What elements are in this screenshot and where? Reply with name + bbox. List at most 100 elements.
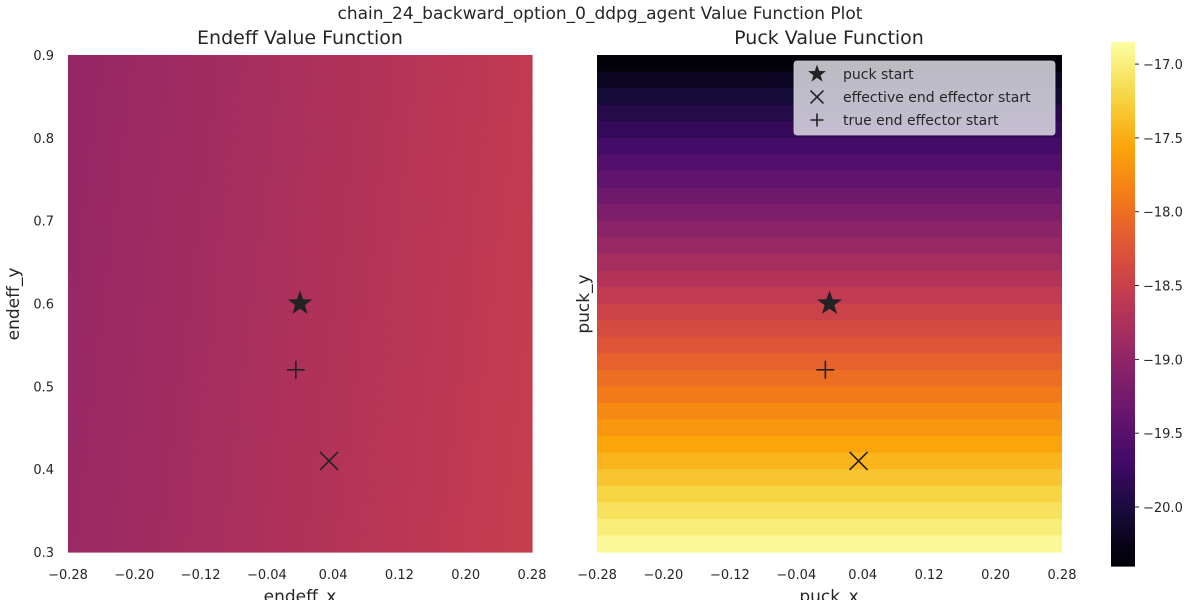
- heatmap-cell: [269, 187, 278, 205]
- heatmap-cell: [184, 104, 193, 122]
- heatmap-cell: [477, 485, 487, 503]
- heatmap-cell: [153, 469, 162, 487]
- heatmap-cell: [338, 436, 347, 454]
- heatmap-cell: [145, 502, 154, 520]
- heatmap-cell: [160, 154, 170, 172]
- heatmap-cell: [114, 137, 123, 155]
- heatmap-cell: [446, 187, 456, 205]
- heatmap-cell: [153, 369, 162, 387]
- heatmap-cell: [145, 518, 154, 537]
- heatmap-cell: [330, 535, 340, 553]
- heatmap-cell: [315, 137, 324, 155]
- heatmap-cell: [83, 270, 92, 288]
- colorbar-cell: [1111, 247, 1135, 253]
- heatmap-cell: [485, 137, 494, 155]
- heatmap-cell: [122, 204, 131, 222]
- heatmap-cell: [493, 154, 502, 172]
- heatmap-cell: [501, 469, 510, 487]
- heatmap-cell: [83, 170, 92, 189]
- colorbar-cell: [1111, 282, 1135, 288]
- heatmap-cell: [377, 485, 386, 503]
- heatmap-cell: [199, 336, 208, 354]
- heatmap-cell: [408, 485, 417, 503]
- heatmap-cell: [346, 286, 355, 305]
- heatmap-cell: [245, 286, 255, 305]
- heatmap-cell: [114, 369, 123, 387]
- heatmap-cell: [276, 353, 286, 371]
- heatmap-cell: [75, 286, 85, 305]
- heatmap-cell: [485, 303, 494, 321]
- heatmap-cell: [284, 502, 293, 520]
- heatmap-cell: [207, 88, 216, 106]
- heatmap-cell: [385, 104, 394, 122]
- heatmap-cell: [330, 320, 340, 338]
- heatmap-cell: [470, 452, 479, 470]
- heatmap-cell: [354, 71, 363, 89]
- heatmap-cell: [207, 535, 216, 553]
- heatmap-cell: [508, 419, 518, 437]
- heatmap-cell: [462, 286, 471, 305]
- heatmap-cell: [423, 220, 433, 238]
- heatmap-cell: [214, 502, 224, 520]
- heatmap-cell: [261, 320, 270, 338]
- heatmap-cell: [269, 55, 278, 73]
- heatmap-cell: [300, 270, 309, 288]
- heatmap-cell: [330, 485, 340, 503]
- heatmap-cell: [431, 253, 440, 271]
- heatmap-cell: [68, 286, 77, 305]
- heatmap-cell: [416, 419, 425, 437]
- heatmap-cell: [361, 320, 371, 338]
- heatmap-cell: [153, 336, 162, 354]
- heatmap-cell: [230, 104, 239, 122]
- heatmap-cell: [462, 71, 471, 89]
- heatmap-cell: [423, 170, 433, 189]
- heatmap-cell: [501, 386, 510, 404]
- heatmap-cell: [493, 88, 502, 106]
- heatmap-cell: [83, 369, 92, 387]
- heatmap-cell: [91, 121, 100, 139]
- heatmap-cell: [400, 137, 409, 155]
- heatmap-cell: [207, 320, 216, 338]
- heatmap-cell: [145, 204, 154, 222]
- heatmap-cell: [439, 452, 448, 470]
- heatmap-cell: [153, 104, 162, 122]
- heatmap-cell: [75, 436, 85, 454]
- y-tick-label: 0.3: [33, 546, 54, 561]
- heatmap-cell: [369, 220, 378, 238]
- heatmap-cell: [168, 121, 177, 139]
- heatmap-cell: [129, 336, 139, 354]
- heatmap-cell: [168, 286, 177, 305]
- heatmap-cell: [446, 369, 456, 387]
- heatmap-cell: [238, 353, 247, 371]
- heatmap-cell: [238, 170, 247, 189]
- heatmap-cell: [501, 204, 510, 222]
- heatmap-cell: [470, 402, 479, 421]
- heatmap-cell: [91, 336, 100, 354]
- heatmap-cell: [501, 303, 510, 321]
- heatmap-cell: [176, 187, 185, 205]
- heatmap-cell: [214, 121, 224, 139]
- puck-x-label: puck_x: [799, 587, 858, 600]
- heatmap-cell: [361, 386, 371, 404]
- heatmap-cell: [145, 320, 154, 338]
- heatmap-cell: [423, 353, 433, 371]
- heatmap-cell: [315, 55, 324, 73]
- heatmap-cell: [354, 170, 363, 189]
- heatmap-cell: [508, 220, 518, 238]
- colorbar-cell: [1111, 164, 1135, 170]
- heatmap-cell: [98, 55, 108, 73]
- heatmap-cell: [307, 71, 317, 89]
- heatmap-cell: [284, 220, 293, 238]
- colorbar-cell: [1111, 378, 1135, 384]
- heatmap-cell: [91, 353, 100, 371]
- heatmap-cell: [377, 220, 386, 238]
- endeff-panel: Endeff Value Function −0.28 −0.20 −0.12 −0.…: [4, 27, 546, 604]
- heatmap-cell: [408, 452, 417, 470]
- x-tick-label: −0.28: [48, 568, 88, 583]
- heatmap-cell: [524, 502, 533, 520]
- heatmap-cell: [261, 187, 270, 205]
- heatmap-cell: [400, 187, 409, 205]
- heatmap-cell: [408, 353, 417, 371]
- heatmap-cell: [508, 452, 518, 470]
- heatmap-cell: [485, 237, 494, 255]
